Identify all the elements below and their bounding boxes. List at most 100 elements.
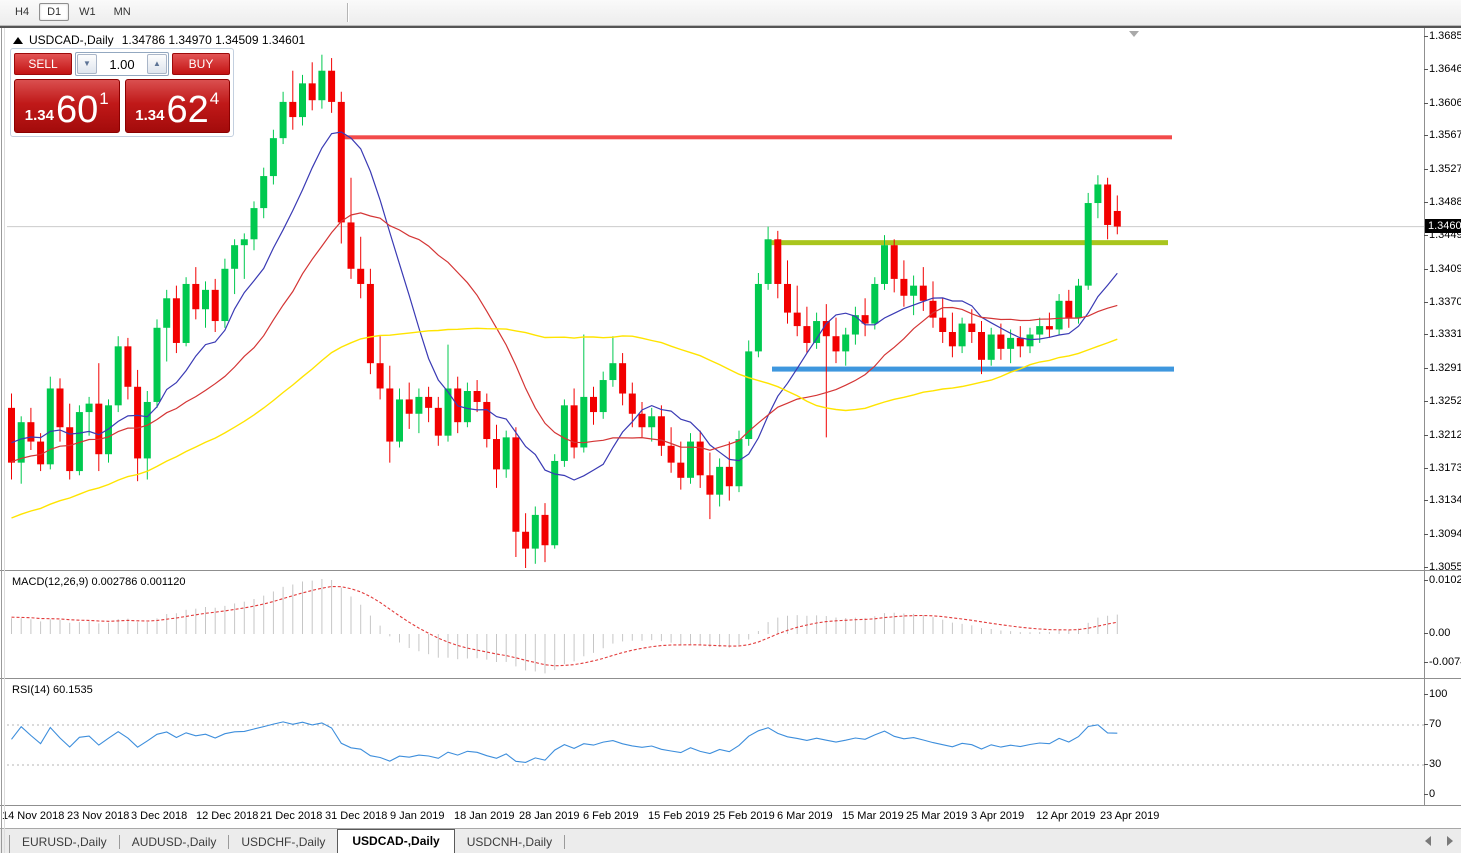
- candle: [366, 268, 374, 375]
- candle: [851, 306, 859, 345]
- candle: [570, 388, 578, 459]
- buy-price-prefix: 1.34: [135, 107, 165, 124]
- macd-max-label: 0.010229: [1429, 574, 1461, 586]
- macd-min-label: -0.00747: [1429, 656, 1461, 668]
- macd-indicator-pane[interactable]: [7, 572, 1424, 677]
- tab-audusd[interactable]: AUDUSD-,Daily: [131, 835, 217, 849]
- candle: [628, 382, 636, 428]
- axis-tick: [1424, 400, 1428, 402]
- candle: [105, 399, 112, 463]
- candle: [56, 378, 64, 442]
- candle: [958, 317, 966, 354]
- timeframe-button-w1[interactable]: W1: [79, 6, 96, 18]
- volume-decrease-button[interactable]: ▼: [77, 54, 97, 74]
- date-tick-label: 6 Mar 2019: [777, 810, 833, 822]
- candle: [376, 336, 384, 400]
- chart-symbol-label: USDCAD-,Daily: [29, 33, 114, 47]
- candle: [580, 334, 588, 453]
- candle: [861, 298, 869, 337]
- timeframe-button-mn[interactable]: MN: [113, 6, 131, 18]
- sell-button[interactable]: SELL: [14, 53, 72, 75]
- candle: [444, 344, 452, 442]
- scroll-to-end-arrow-icon[interactable]: [1129, 31, 1139, 37]
- candle: [619, 353, 627, 406]
- hline-support-blue[interactable]: [772, 366, 1174, 372]
- tab-stub[interactable]: [0, 835, 10, 853]
- candle: [172, 285, 180, 354]
- tab-scroll-left-icon[interactable]: [1425, 836, 1431, 846]
- candle: [182, 277, 190, 347]
- candle: [124, 337, 132, 400]
- candle: [1007, 329, 1015, 364]
- candle: [667, 427, 675, 473]
- candle: [1113, 195, 1121, 235]
- tab-usdcnh[interactable]: USDCNH-,Daily: [466, 835, 553, 849]
- chart-tab-bar: EURUSD-,Daily AUDUSD-,Daily USDCHF-,Dail…: [0, 828, 1461, 853]
- candle: [308, 62, 316, 111]
- candle: [716, 458, 724, 507]
- price-tick-label: 1.32520: [1429, 394, 1461, 407]
- candle: [153, 319, 161, 408]
- sell-price-big-digits: 60: [55, 89, 99, 131]
- tab-usdcad-active[interactable]: USDCAD-,Daily: [337, 829, 455, 853]
- candle: [337, 91, 345, 244]
- buy-price-pip-digit: 4: [209, 89, 220, 108]
- hline-resistance-red[interactable]: [343, 135, 1172, 140]
- hline-resistance-olive[interactable]: [768, 240, 1168, 246]
- volume-input[interactable]: [97, 56, 147, 72]
- axis-tick: [1424, 102, 1428, 104]
- pane-separator: [0, 805, 1461, 806]
- price-tick-label: 1.31730: [1429, 461, 1461, 474]
- toolbar-separator: [347, 3, 349, 22]
- candle: [85, 396, 93, 436]
- candle: [231, 239, 239, 295]
- axis-tick: [1424, 268, 1428, 270]
- timeframe-button-h4[interactable]: H4: [15, 6, 30, 18]
- price-tick-label: 1.36060: [1429, 96, 1461, 109]
- date-tick-label: 25 Feb 2019: [713, 810, 775, 822]
- rsi-indicator-pane[interactable]: [7, 680, 1424, 806]
- price-tick-label: 1.34880: [1429, 196, 1461, 209]
- timeframe-button-d1[interactable]: D1: [39, 3, 70, 21]
- axis-tick: [1424, 434, 1428, 436]
- candle: [793, 285, 801, 337]
- volume-increase-button[interactable]: ▲: [147, 54, 167, 74]
- price-axis-divider: [1424, 28, 1425, 806]
- date-tick-label: 3 Dec 2018: [131, 810, 188, 822]
- axis-tick: [1424, 694, 1428, 695]
- candle: [764, 226, 772, 290]
- candle: [522, 513, 530, 568]
- candle: [483, 393, 491, 448]
- candle: [599, 371, 607, 419]
- date-tick-label: 15 Mar 2019: [842, 810, 904, 822]
- candle: [939, 298, 947, 343]
- price-tick-label: 1.36460: [1429, 62, 1461, 75]
- buy-button[interactable]: BUY: [172, 53, 230, 75]
- price-chart-pane[interactable]: [7, 30, 1424, 570]
- axis-tick: [1424, 334, 1428, 336]
- window-left-border-highlight: [4, 28, 5, 853]
- candle: [386, 365, 394, 463]
- candle: [648, 407, 656, 442]
- candle: [192, 267, 200, 320]
- candle: [37, 433, 45, 472]
- one-click-trading-panel: SELL ▼ ▲ BUY 1.34 60 1 1.34 62 4: [10, 48, 234, 137]
- buy-price-big-digits: 62: [166, 89, 209, 131]
- current-price-tag: 1.34601: [1425, 218, 1461, 233]
- axis-tick: [1424, 169, 1428, 171]
- tab-usdchf[interactable]: USDCHF-,Daily: [241, 835, 326, 849]
- candle: [774, 230, 782, 299]
- tab-eurusd[interactable]: EURUSD-,Daily: [22, 835, 107, 849]
- tab-scroll-right-icon[interactable]: [1447, 836, 1453, 846]
- axis-tick: [1424, 500, 1428, 502]
- pane-separator[interactable]: [0, 570, 1461, 571]
- candle: [202, 281, 209, 328]
- candle: [560, 399, 568, 467]
- sell-price-button[interactable]: 1.34 60 1: [14, 79, 120, 133]
- buy-price-button[interactable]: 1.34 62 4: [124, 79, 230, 133]
- candle: [434, 396, 442, 446]
- candle: [948, 312, 956, 358]
- pane-separator[interactable]: [0, 678, 1461, 679]
- candle: [687, 433, 694, 484]
- candle: [803, 306, 811, 354]
